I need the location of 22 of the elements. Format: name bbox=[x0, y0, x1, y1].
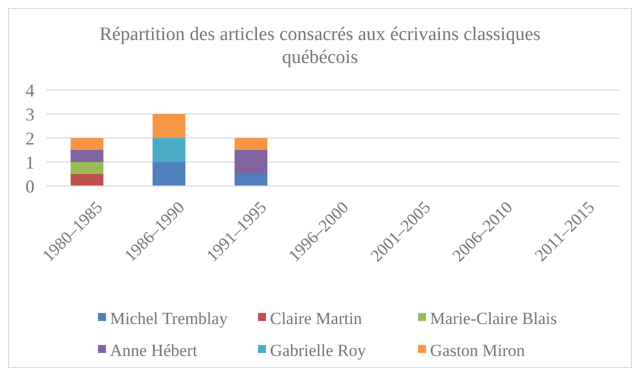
legend-label: Anne Hébert bbox=[110, 340, 198, 360]
bar bbox=[152, 114, 186, 138]
bar bbox=[70, 174, 104, 186]
y-tick-label: 2 bbox=[26, 128, 34, 148]
y-tick-label: 0 bbox=[26, 176, 34, 196]
bar bbox=[70, 138, 104, 150]
bar bbox=[70, 150, 104, 162]
chart-title: Répartition des articles consacrés aux écrivains classiques québécois bbox=[99, 24, 541, 68]
legend-label: Claire Martin bbox=[270, 308, 363, 328]
y-tick-label: 4 bbox=[26, 80, 34, 100]
bar bbox=[234, 174, 268, 186]
legend-label: Michel Tremblay bbox=[110, 308, 228, 328]
bar bbox=[234, 150, 268, 174]
bar bbox=[152, 162, 186, 186]
legend-label: Gaston Miron bbox=[430, 340, 526, 360]
bar bbox=[70, 162, 104, 174]
legend-label: Marie-Claire Blais bbox=[430, 308, 557, 328]
bar bbox=[234, 138, 268, 150]
y-tick-label: 1 bbox=[26, 152, 34, 172]
bar bbox=[152, 138, 186, 162]
legend-label: Gabrielle Roy bbox=[270, 340, 366, 360]
y-tick-label: 3 bbox=[26, 104, 34, 124]
